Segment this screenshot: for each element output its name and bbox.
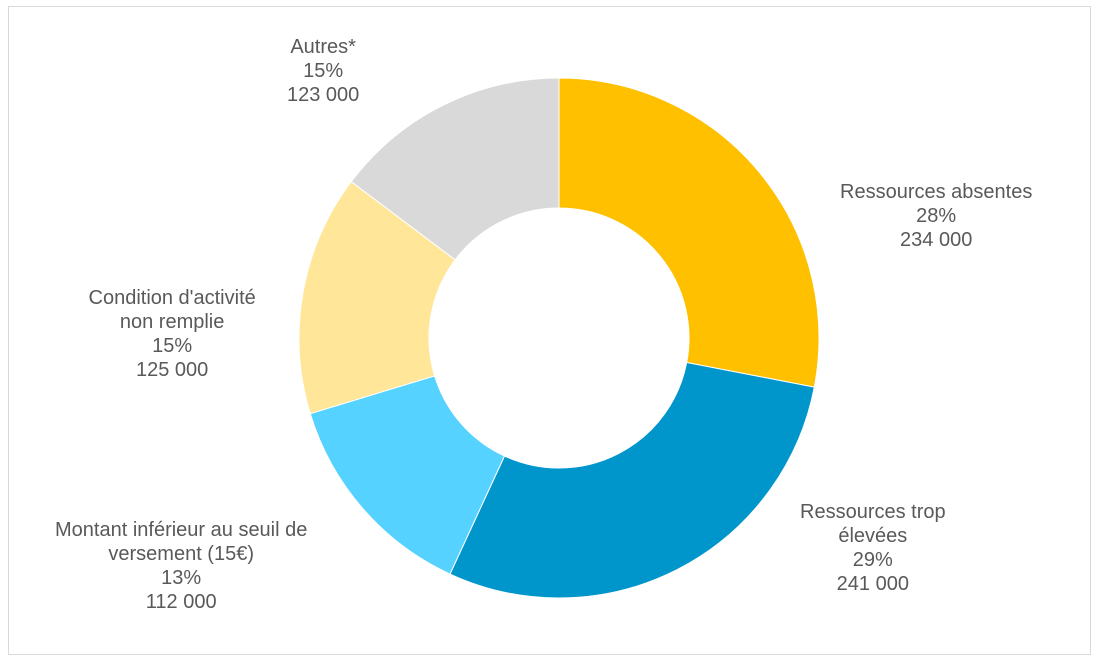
slice-value: 234 000 <box>900 229 973 251</box>
slice-percent: 15% <box>152 335 193 357</box>
slice-2 <box>309 375 506 575</box>
slice-label-2: Montant inférieur au seuil de versement (… <box>55 518 307 614</box>
slice-percent: 13% <box>161 567 202 589</box>
slice-1 <box>449 361 815 599</box>
slice-name-line: versement (15€) <box>108 543 254 565</box>
slice-value: 112 000 <box>145 591 217 613</box>
slice-label-0: Ressources absentes 28% 234 000 <box>840 180 1032 252</box>
slice-4 <box>350 77 560 261</box>
slice-name-line: Autres* <box>290 36 356 58</box>
slice-3 <box>298 180 456 415</box>
slice-value: 125 000 <box>135 359 209 381</box>
slice-name-line: Ressources absentes <box>840 181 1033 203</box>
slice-name-line: Condition d'activité <box>88 287 256 309</box>
slice-name-line: non remplie <box>119 311 225 333</box>
slice-name-line: élevées <box>838 525 908 547</box>
slice-label-1: Ressources trop élevées 29% 241 000 <box>800 500 946 596</box>
slice-percent: 15% <box>303 60 344 82</box>
slice-name-line: Ressources trop <box>800 501 946 523</box>
slice-percent: 29% <box>852 549 893 571</box>
slice-name-line: Montant inférieur au seuil de <box>55 519 308 541</box>
slice-label-4: Autres* 15% 123 000 <box>287 35 359 107</box>
slice-0 <box>558 77 820 388</box>
slice-value: 241 000 <box>836 573 909 595</box>
slice-value: 123 000 <box>287 84 360 106</box>
slice-percent: 28% <box>916 205 957 227</box>
slice-label-3: Condition d'activité non remplie 15% 125 00… <box>89 286 256 382</box>
